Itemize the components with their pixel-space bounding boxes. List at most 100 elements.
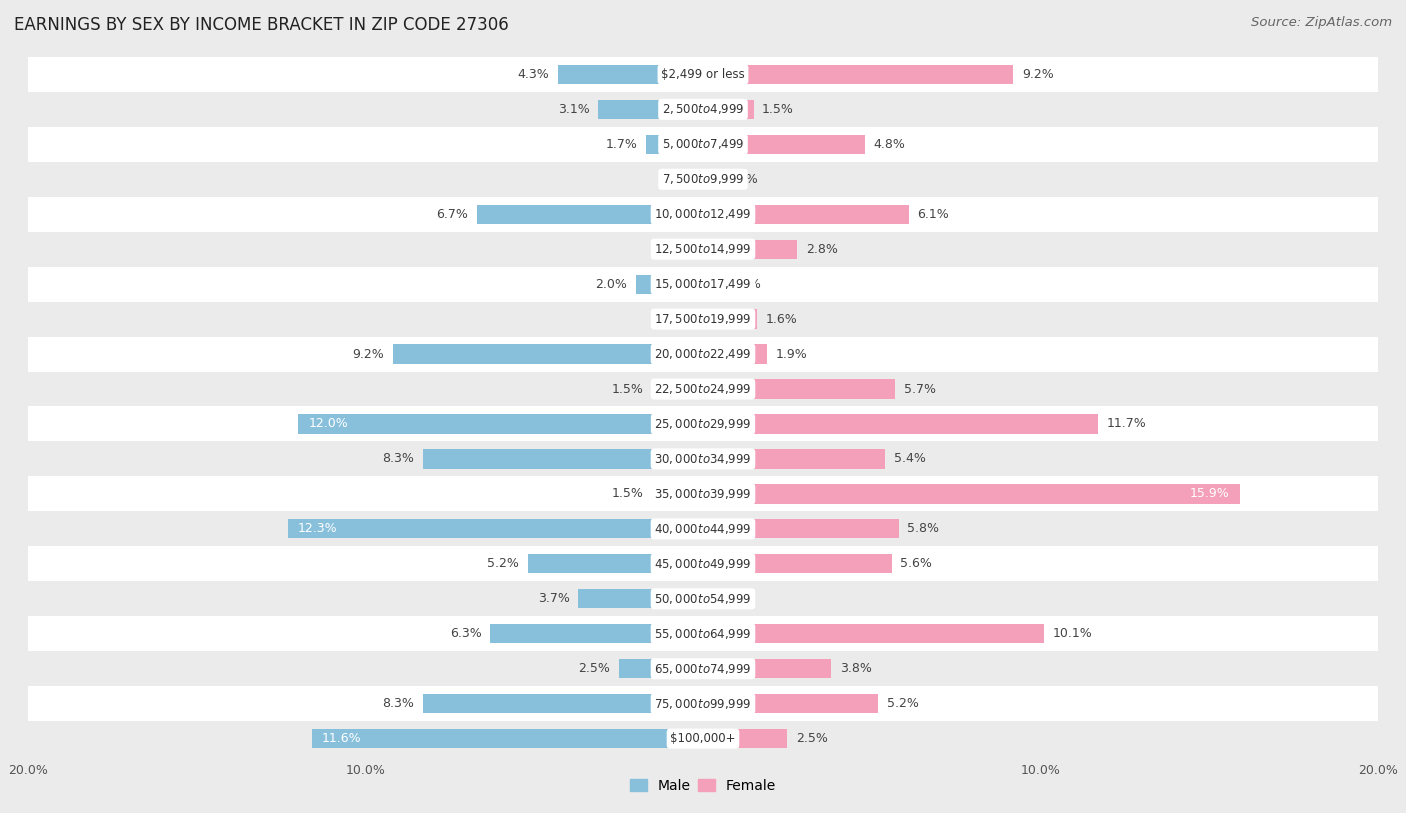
Bar bbox=[700, 310, 703, 328]
Bar bbox=[28, 372, 1378, 406]
Text: 0.0%: 0.0% bbox=[662, 243, 695, 255]
Text: $2,500 to $4,999: $2,500 to $4,999 bbox=[662, 102, 744, 116]
Bar bbox=[703, 65, 1014, 84]
Text: 6.1%: 6.1% bbox=[917, 208, 949, 220]
Bar bbox=[28, 546, 1378, 581]
Bar bbox=[28, 651, 1378, 686]
Text: 1.7%: 1.7% bbox=[606, 138, 637, 150]
Text: $25,000 to $29,999: $25,000 to $29,999 bbox=[654, 417, 752, 431]
Bar bbox=[652, 485, 703, 503]
Text: 9.2%: 9.2% bbox=[1022, 68, 1053, 80]
Bar bbox=[703, 659, 831, 678]
Text: $17,500 to $19,999: $17,500 to $19,999 bbox=[654, 312, 752, 326]
Bar bbox=[703, 729, 787, 748]
Bar bbox=[703, 170, 710, 189]
Text: 3.8%: 3.8% bbox=[839, 663, 872, 675]
Text: 5.4%: 5.4% bbox=[894, 453, 925, 465]
Text: 5.7%: 5.7% bbox=[904, 383, 936, 395]
Text: $15,000 to $17,499: $15,000 to $17,499 bbox=[654, 277, 752, 291]
Text: 1.5%: 1.5% bbox=[762, 103, 794, 115]
Text: 2.5%: 2.5% bbox=[796, 733, 828, 745]
Bar bbox=[28, 406, 1378, 441]
Text: $10,000 to $12,499: $10,000 to $12,499 bbox=[654, 207, 752, 221]
Text: 11.6%: 11.6% bbox=[322, 733, 361, 745]
Text: $75,000 to $99,999: $75,000 to $99,999 bbox=[654, 697, 752, 711]
Bar bbox=[703, 520, 898, 538]
Text: 8.3%: 8.3% bbox=[382, 453, 415, 465]
Bar bbox=[298, 415, 703, 433]
Text: Source: ZipAtlas.com: Source: ZipAtlas.com bbox=[1251, 16, 1392, 29]
Text: 4.3%: 4.3% bbox=[517, 68, 550, 80]
Text: 6.3%: 6.3% bbox=[450, 628, 482, 640]
Text: 0.28%: 0.28% bbox=[721, 278, 761, 290]
Text: 12.3%: 12.3% bbox=[298, 523, 337, 535]
Bar bbox=[703, 345, 768, 363]
Text: 11.7%: 11.7% bbox=[1107, 418, 1146, 430]
Bar bbox=[28, 92, 1378, 127]
Text: $22,500 to $24,999: $22,500 to $24,999 bbox=[654, 382, 752, 396]
Text: EARNINGS BY SEX BY INCOME BRACKET IN ZIP CODE 27306: EARNINGS BY SEX BY INCOME BRACKET IN ZIP… bbox=[14, 16, 509, 34]
Bar bbox=[28, 127, 1378, 162]
Bar bbox=[28, 686, 1378, 721]
Text: 0.0%: 0.0% bbox=[662, 173, 695, 185]
Bar bbox=[28, 232, 1378, 267]
Text: 2.8%: 2.8% bbox=[806, 243, 838, 255]
Text: 5.6%: 5.6% bbox=[900, 558, 932, 570]
Text: 5.2%: 5.2% bbox=[887, 698, 918, 710]
Text: $5,000 to $7,499: $5,000 to $7,499 bbox=[662, 137, 744, 151]
Bar bbox=[28, 511, 1378, 546]
Text: 2.5%: 2.5% bbox=[578, 663, 610, 675]
Bar bbox=[636, 275, 703, 293]
Text: $45,000 to $49,999: $45,000 to $49,999 bbox=[654, 557, 752, 571]
Bar bbox=[652, 380, 703, 398]
Text: $35,000 to $39,999: $35,000 to $39,999 bbox=[654, 487, 752, 501]
Bar bbox=[28, 441, 1378, 476]
Text: $30,000 to $34,999: $30,000 to $34,999 bbox=[654, 452, 752, 466]
Text: $65,000 to $74,999: $65,000 to $74,999 bbox=[654, 662, 752, 676]
Bar bbox=[578, 589, 703, 608]
Bar bbox=[703, 694, 879, 713]
Text: 6.7%: 6.7% bbox=[437, 208, 468, 220]
Text: 1.9%: 1.9% bbox=[776, 348, 807, 360]
Bar bbox=[288, 520, 703, 538]
Bar bbox=[28, 337, 1378, 372]
Bar bbox=[423, 694, 703, 713]
Text: 12.0%: 12.0% bbox=[308, 418, 347, 430]
Bar bbox=[28, 476, 1378, 511]
Text: $50,000 to $54,999: $50,000 to $54,999 bbox=[654, 592, 752, 606]
Bar bbox=[477, 205, 703, 224]
Bar bbox=[703, 310, 756, 328]
Bar bbox=[312, 729, 703, 748]
Text: $55,000 to $64,999: $55,000 to $64,999 bbox=[654, 627, 752, 641]
Bar bbox=[28, 162, 1378, 197]
Text: 0.08%: 0.08% bbox=[652, 313, 692, 325]
Bar bbox=[703, 485, 1240, 503]
Bar bbox=[703, 554, 891, 573]
Bar bbox=[703, 415, 1098, 433]
Bar bbox=[28, 197, 1378, 232]
Text: $20,000 to $22,499: $20,000 to $22,499 bbox=[654, 347, 752, 361]
Text: $7,500 to $9,999: $7,500 to $9,999 bbox=[662, 172, 744, 186]
Text: 3.1%: 3.1% bbox=[558, 103, 591, 115]
Text: 3.7%: 3.7% bbox=[538, 593, 569, 605]
Bar bbox=[28, 616, 1378, 651]
Text: 1.6%: 1.6% bbox=[765, 313, 797, 325]
Bar bbox=[28, 57, 1378, 92]
Bar bbox=[703, 100, 754, 119]
Bar bbox=[703, 240, 797, 259]
Text: $2,499 or less: $2,499 or less bbox=[661, 68, 745, 80]
Text: 0.0%: 0.0% bbox=[711, 593, 744, 605]
Bar bbox=[703, 380, 896, 398]
Text: $100,000+: $100,000+ bbox=[671, 733, 735, 745]
Bar bbox=[28, 721, 1378, 756]
Text: 10.1%: 10.1% bbox=[1052, 628, 1092, 640]
Bar bbox=[423, 450, 703, 468]
Text: 4.8%: 4.8% bbox=[873, 138, 905, 150]
Text: 2.0%: 2.0% bbox=[595, 278, 627, 290]
Bar bbox=[491, 624, 703, 643]
Text: $12,500 to $14,999: $12,500 to $14,999 bbox=[654, 242, 752, 256]
Bar bbox=[703, 450, 886, 468]
Bar bbox=[703, 624, 1043, 643]
Bar bbox=[645, 135, 703, 154]
Text: 0.21%: 0.21% bbox=[718, 173, 758, 185]
